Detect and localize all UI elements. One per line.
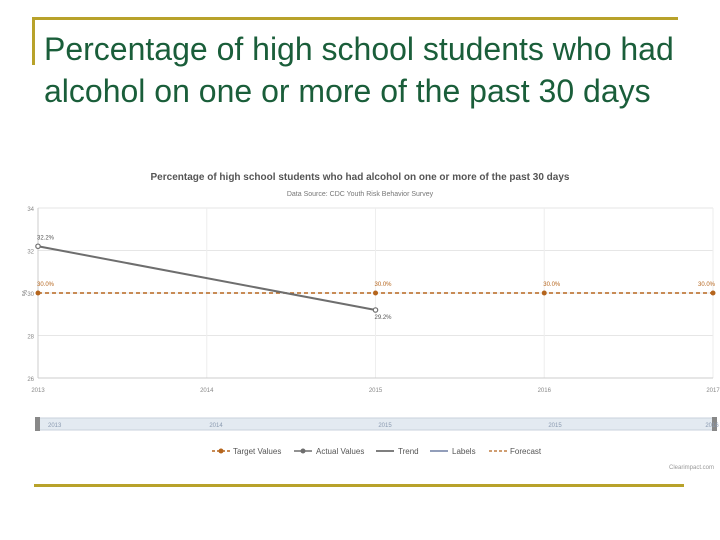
navigator-label: 2014 [209,423,223,429]
x-tick-label: 2017 [706,388,720,394]
point-actual-values [35,243,41,250]
legend-target-marker [218,448,224,454]
legend-item-actual[interactable]: Actual Values [294,447,364,456]
point-actual-values [372,307,379,313]
legend-item-trend[interactable]: Trend [376,447,419,456]
slide-title: Percentage of high school students who h… [44,31,674,109]
point-target-values [710,290,716,296]
x-tick-label: 2016 [538,388,552,394]
navigator-label: 2015 [378,423,392,429]
x-tick-label: 2013 [31,388,45,394]
y-axis-label: % [22,290,29,296]
legend: Target Values Actual Values Trend Labels… [212,447,542,456]
data-label-target-values: 30.0% [543,282,561,288]
y-tick-label: 26 [27,377,34,383]
legend-label-actual: Actual Values [316,447,364,456]
y-tick-label: 28 [27,335,34,341]
legend-label-forecast: Forecast [510,447,542,456]
point-target-values [373,290,378,296]
title-rule-top [32,17,678,20]
title-rule-left [32,17,35,65]
data-label-target-values: 30.0% [698,282,716,288]
y-tick-label: 32 [27,250,34,256]
data-label-actual-values: 32.2% [37,235,55,241]
legend-label-labels: Labels [452,447,476,456]
navigator-label: 2013 [48,423,62,429]
navigator-label: 2016 [705,423,719,429]
navigator-left-handle[interactable] [35,417,40,431]
credit-text: Clearimpact.com [669,465,714,471]
data-label-actual-values: 29.2% [375,315,393,321]
navigator-track [36,417,717,431]
navigator[interactable]: 2013 2014 2015 2015 2016 [35,417,719,431]
y-tick-label: 30 [27,292,34,298]
legend-item-target[interactable]: Target Values [212,447,281,456]
chart-title: Percentage of high school students who h… [151,172,570,183]
legend-item-labels[interactable]: Labels [430,447,476,456]
title-rule-bottom [34,484,684,487]
navigator-label: 2015 [548,423,562,429]
navigator-right-handle[interactable] [712,417,717,431]
y-tick-label: 34 [27,207,34,213]
legend-actual-marker [300,448,306,454]
data-label-target-values: 30.0% [375,282,393,288]
legend-label-trend: Trend [398,447,419,456]
data-label-target-values: 30.0% [37,282,55,288]
x-tick-label: 2014 [200,388,214,394]
x-tick-label: 2015 [369,388,383,394]
series-line-actual-values [37,245,376,311]
chart-subtitle: Data Source: CDC Youth Risk Behavior Sur… [287,191,434,198]
legend-item-forecast[interactable]: Forecast [489,447,542,456]
point-target-values [35,290,41,296]
legend-label-target: Target Values [233,447,281,456]
point-target-values [541,290,547,296]
